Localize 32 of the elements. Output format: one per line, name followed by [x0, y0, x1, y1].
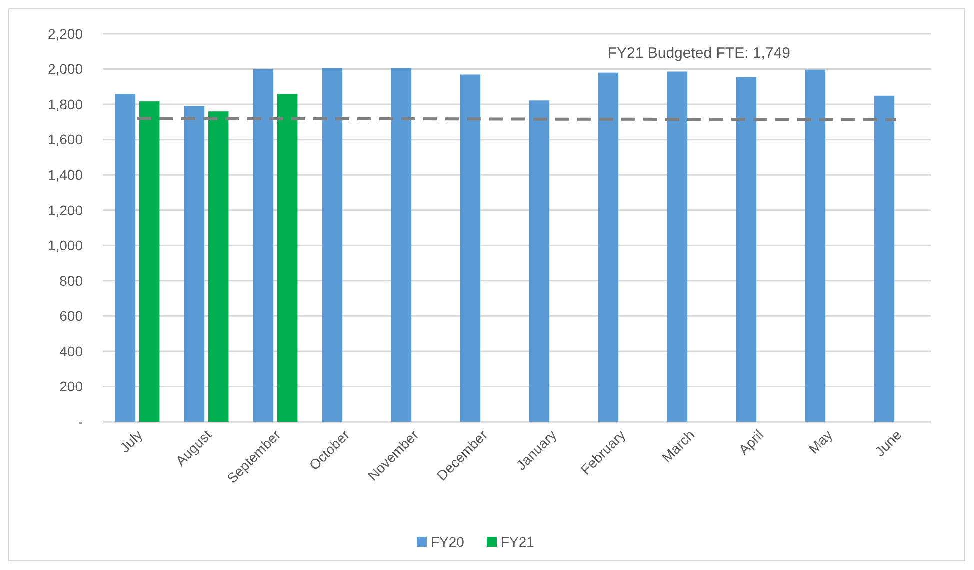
y-tick-label: 1,800 [48, 96, 84, 112]
y-tick-label: 400 [60, 343, 84, 360]
y-tick-label: 600 [60, 308, 84, 324]
bar [115, 94, 136, 422]
bar [184, 106, 205, 422]
bar [391, 68, 412, 422]
bar [322, 68, 343, 422]
legend-label: FY21 [501, 534, 535, 550]
y-tick-label: - [78, 414, 84, 430]
annotation: FY21 Budgeted FTE: 1,749 [608, 45, 790, 62]
bar [460, 74, 481, 422]
y-tick-label: 1,400 [48, 166, 84, 183]
bar [598, 72, 619, 422]
y-tick-label: 2,000 [48, 61, 84, 78]
bar [874, 96, 895, 422]
bar [253, 69, 274, 422]
bar [667, 72, 688, 422]
y-tick-label: 800 [60, 272, 84, 289]
y-tick-label: 1,600 [48, 132, 84, 148]
y-tick-label: 1,000 [48, 238, 84, 254]
legend-label: FY20 [431, 534, 465, 550]
x-tick-label: July [116, 426, 146, 456]
bar [529, 100, 550, 422]
bar [277, 94, 298, 422]
bar [736, 77, 757, 422]
y-tick-label: 200 [60, 378, 84, 395]
x-tick-label: May [806, 426, 836, 457]
bar [208, 112, 229, 422]
bar [139, 102, 160, 422]
y-tick-label: 2,200 [48, 26, 84, 42]
bar [805, 70, 826, 422]
y-tick-label: 1,200 [48, 202, 84, 218]
